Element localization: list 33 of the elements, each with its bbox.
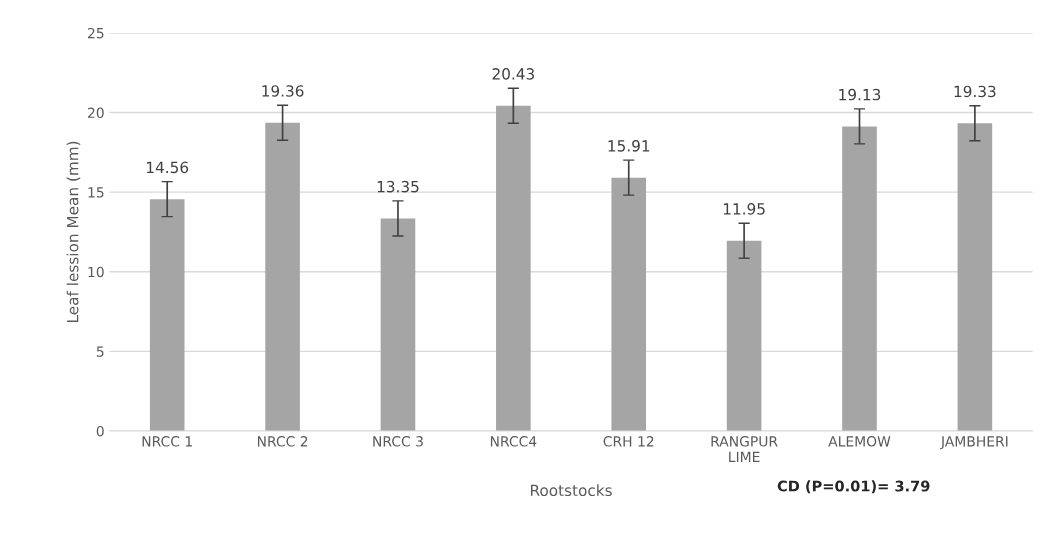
- x-tick-label: CRH 12: [603, 436, 654, 447]
- x-tick-label: ALEMOW: [828, 436, 891, 447]
- data-label: 19.36: [262, 85, 304, 97]
- x-axis-title: Rootstocks: [530, 484, 612, 497]
- y-tick-label: 10: [88, 266, 104, 278]
- y-tick-label: 20: [88, 107, 104, 119]
- x-tick-label: NRCC 1: [142, 436, 192, 447]
- bar: [726, 240, 762, 431]
- bar: [842, 126, 877, 431]
- bar: [265, 122, 300, 431]
- data-label: 14.56: [147, 161, 189, 174]
- bar: [496, 105, 531, 431]
- bar: [380, 218, 416, 431]
- data-label: 19.33: [954, 85, 996, 98]
- y-axis-title: Leaf lession Mean (mm): [66, 141, 81, 322]
- data-label: 13.35: [377, 180, 419, 193]
- bar: [957, 123, 993, 431]
- text: CD (P=0.01)= 3.79: [777, 480, 930, 494]
- bar: [149, 199, 185, 431]
- y-tick-label: 15: [88, 187, 104, 198]
- data-label: 15.91: [608, 140, 650, 152]
- y-tick-label: 0: [96, 425, 104, 437]
- x-tick-label: JAMBHERI: [940, 436, 1008, 450]
- y-tick-label: 25: [88, 27, 104, 39]
- x-tick-label: NRCC 2: [257, 436, 308, 447]
- x-tick-label: RANGPUR LIME: [711, 436, 778, 462]
- bar: [611, 177, 647, 431]
- x-tick-label: NRCC 3: [373, 436, 423, 447]
- x-tick-label: NRCC4: [490, 436, 537, 447]
- data-label: 20.43: [492, 68, 534, 80]
- data-label: 19.13: [839, 88, 881, 101]
- y-tick-label: 5: [96, 346, 104, 357]
- data-label: 11.95: [723, 203, 765, 215]
